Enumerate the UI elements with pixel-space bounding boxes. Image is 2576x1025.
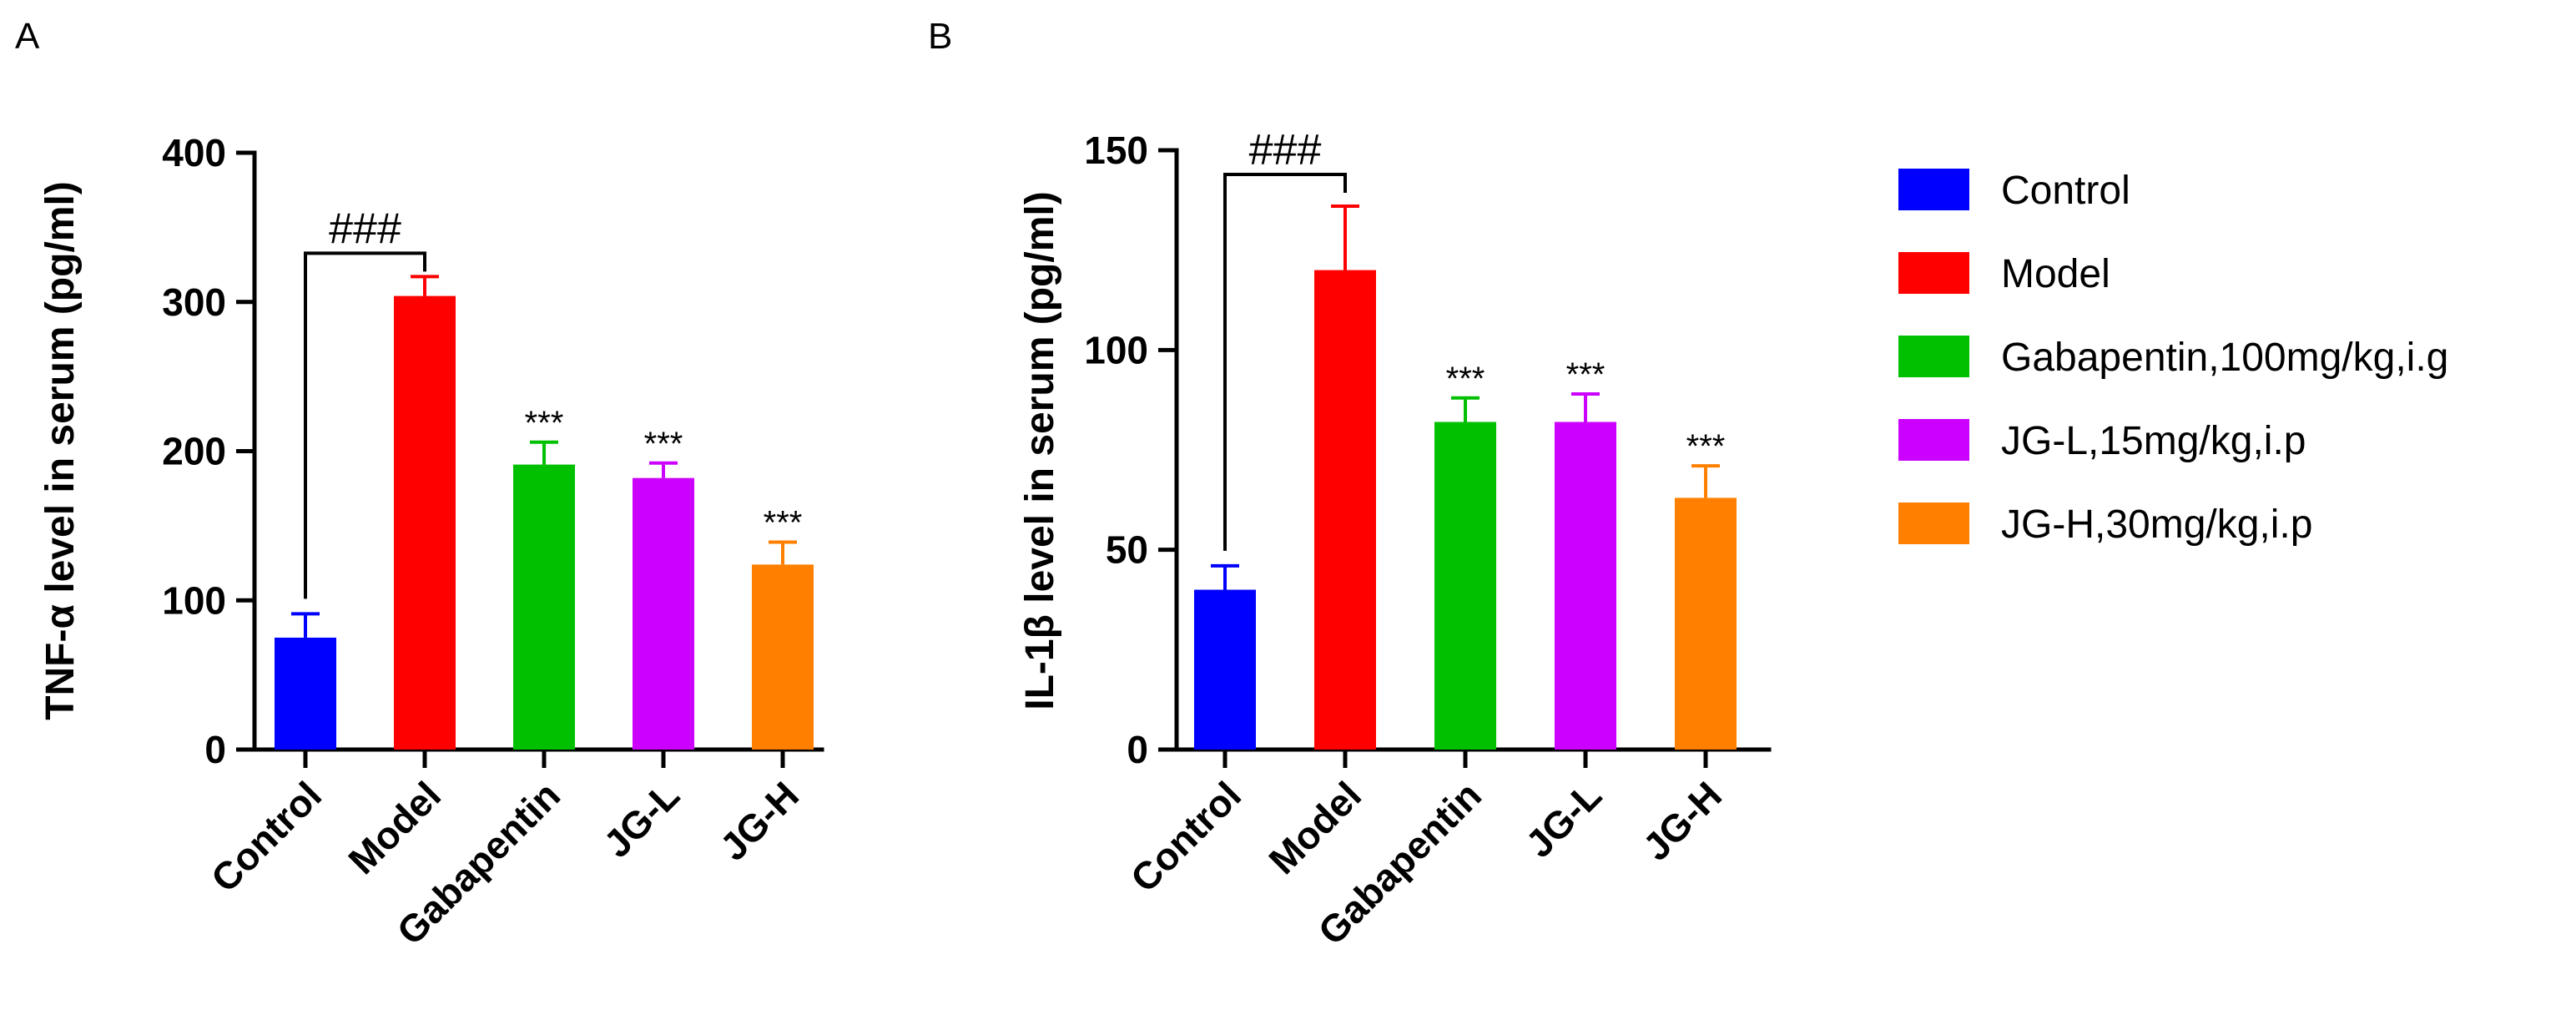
legend: Control Model Gabapentin,100mg/kg,i.g JG-L,… — [1898, 169, 2448, 547]
legend-label: Control — [2001, 169, 2130, 213]
panel-a-y-tick-label: 0 — [204, 728, 226, 771]
panel-a-comparison-label: ### — [329, 204, 401, 253]
legend-swatch — [1898, 169, 1969, 210]
panel-b-letter: B — [928, 16, 952, 57]
legend-label: JG-H,30mg/kg,i.p — [2001, 502, 2312, 547]
panel-a-y-tick-label: 400 — [162, 131, 226, 174]
legend-label: Gabapentin,100mg/kg,i.g — [2001, 336, 2448, 380]
legend-label: JG-L,15mg/kg,i.p — [2001, 419, 2306, 463]
panel-a-y-tick-label: 200 — [162, 430, 226, 473]
panel-b-y-tick-label: 150 — [1084, 129, 1148, 172]
panel-a-comparison-bracket — [304, 251, 426, 599]
panel-b-chart: B 0 50 100 150 IL-1β level in serum (pg/ml) Co… — [928, 16, 1772, 953]
panel-b-y-axis-title: IL-1β level in serum (pg/ml) — [1018, 191, 1062, 709]
panel-b-y-tick-label: 50 — [1106, 528, 1148, 572]
panel-b-category-label: JG-L — [1517, 773, 1610, 866]
panel-a-bar-model — [394, 295, 456, 750]
panel-a-significance-label: *** — [525, 405, 564, 442]
legend-swatch — [1898, 336, 1969, 377]
panel-a-bar-jg-l — [633, 477, 694, 750]
panel-b-significance-label: *** — [1566, 356, 1606, 393]
panel-a-significance-label: *** — [644, 426, 683, 462]
panel-a-category-label: Control — [203, 773, 330, 900]
panel-a-category-label: Model — [340, 773, 449, 882]
panel-a-y-axis-title: TNF-α level in serum (pg/ml) — [38, 181, 83, 720]
panel-b-category-label: JG-H — [1635, 773, 1730, 868]
panel-b-category-label: Model — [1260, 773, 1369, 882]
legend-swatch — [1898, 419, 1969, 461]
panel-b-bar-jg-h — [1675, 497, 1737, 750]
panel-a-significance-label: *** — [764, 505, 803, 542]
panel-b-comparison-bracket — [1223, 173, 1347, 551]
panel-a-category-label: JG-H — [712, 773, 807, 868]
panel-b-significance-label: *** — [1446, 361, 1485, 397]
panel-a-chart: A 0 100 200 300 400 TNF-α level in serum (pg/m… — [15, 16, 824, 953]
panel-b-comparison-label: ### — [1249, 126, 1322, 174]
panel-b-significance-label: *** — [1686, 428, 1726, 465]
legend-label: Model — [2001, 252, 2110, 296]
panel-b-bar-jg-l — [1555, 422, 1616, 750]
panel-b-y-tick-label: 0 — [1127, 728, 1148, 771]
panel-a-letter: A — [15, 16, 40, 57]
legend-swatch — [1898, 252, 1969, 294]
panel-b-category-label: Control — [1122, 773, 1249, 900]
panel-b-bar-control — [1194, 589, 1256, 750]
panel-a-bar-jg-h — [752, 564, 814, 750]
panel-a-y-tick-label: 300 — [162, 280, 226, 324]
panel-b-bar-model — [1314, 270, 1376, 750]
panel-b-y-tick-label: 100 — [1084, 328, 1148, 371]
panel-a-y-tick-label: 100 — [162, 578, 226, 622]
panel-a-bar-gabapentin — [513, 464, 575, 750]
panel-b-bar-gabapentin — [1434, 422, 1496, 750]
panel-a-category-label: JG-L — [595, 773, 688, 866]
panel-a-bar-control — [275, 637, 336, 750]
legend-swatch — [1898, 502, 1969, 544]
